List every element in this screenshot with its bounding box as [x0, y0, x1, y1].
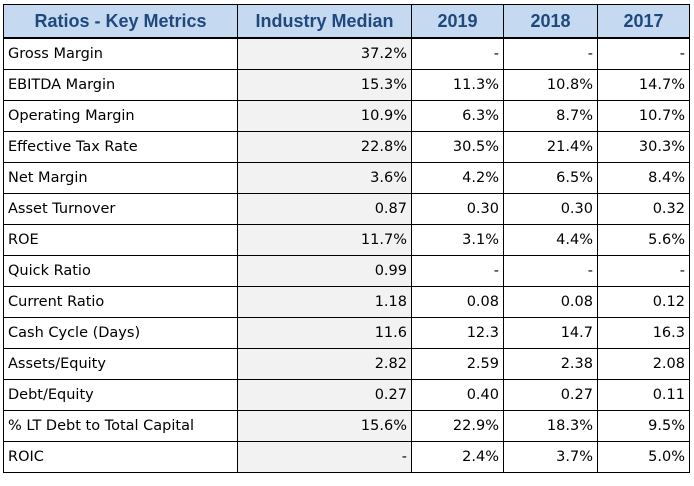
metric-cell: EBITDA Margin [3, 69, 238, 101]
value-2018-cell: 10.8% [503, 69, 598, 101]
value-2017-cell: 30.3% [597, 131, 690, 163]
metric-cell: Operating Margin [3, 100, 238, 132]
value-2017-cell: 10.7% [597, 100, 690, 132]
value-2019-cell: 12.3 [411, 317, 504, 349]
value-2019-cell: 22.9% [411, 410, 504, 442]
value-2019-cell: 6.3% [411, 100, 504, 132]
industry-median-cell: 11.7% [237, 224, 412, 256]
value-2018-cell: 0.27 [503, 379, 598, 411]
value-2017-cell: - [597, 37, 690, 70]
table-row: % LT Debt to Total Capital 15.6% 22.9% 18.3… [3, 410, 690, 442]
table-row: Operating Margin 10.9% 6.3% 8.7% 10.7% [3, 100, 690, 132]
value-2019-cell: - [411, 37, 504, 70]
industry-median-cell: 15.6% [237, 410, 412, 442]
header-2018: 2018 [503, 4, 598, 39]
header-2017: 2017 [597, 4, 690, 39]
metric-cell: ROIC [3, 441, 238, 473]
value-2018-cell: 0.08 [503, 286, 598, 318]
table-row: Assets/Equity 2.82 2.59 2.38 2.08 [3, 348, 690, 380]
value-2019-cell: 0.30 [411, 193, 504, 225]
industry-median-cell: 10.9% [237, 100, 412, 132]
industry-median-cell: 0.87 [237, 193, 412, 225]
value-2019-cell: 4.2% [411, 162, 504, 194]
value-2019-cell: 30.5% [411, 131, 504, 163]
value-2018-cell: - [503, 37, 598, 70]
value-2019-cell: 11.3% [411, 69, 504, 101]
table-row: Debt/Equity 0.27 0.40 0.27 0.11 [3, 379, 690, 411]
industry-median-cell: 0.27 [237, 379, 412, 411]
value-2018-cell: 3.7% [503, 441, 598, 473]
industry-median-cell: 22.8% [237, 131, 412, 163]
metric-cell: Quick Ratio [3, 255, 238, 287]
industry-median-cell: 2.82 [237, 348, 412, 380]
value-2019-cell: 2.4% [411, 441, 504, 473]
value-2019-cell: 2.59 [411, 348, 504, 380]
metric-cell: Debt/Equity [3, 379, 238, 411]
value-2017-cell: 9.5% [597, 410, 690, 442]
value-2017-cell: 5.6% [597, 224, 690, 256]
header-2019: 2019 [411, 4, 504, 39]
metric-cell: % LT Debt to Total Capital [3, 410, 238, 442]
value-2017-cell: 2.08 [597, 348, 690, 380]
value-2018-cell: 2.38 [503, 348, 598, 380]
metric-cell: ROE [3, 224, 238, 256]
metric-cell: Current Ratio [3, 286, 238, 318]
value-2017-cell: 5.0% [597, 441, 690, 473]
key-metrics-table: Ratios - Key Metrics Industry Median 201… [3, 4, 690, 473]
table-row: Quick Ratio 0.99- - - [3, 255, 690, 287]
table-row: Net Margin 3.6% 4.2% 6.5% 8.4% [3, 162, 690, 194]
value-2018-cell: 14.7 [503, 317, 598, 349]
header-row: Ratios - Key Metrics Industry Median 201… [3, 4, 690, 39]
table-row: Current Ratio 1.18 0.08 0.08 0.12 [3, 286, 690, 318]
value-2018-cell: 0.30 [503, 193, 598, 225]
value-2019-cell: 3.1% [411, 224, 504, 256]
value-2017-cell: 0.12 [597, 286, 690, 318]
value-2018-cell: - [503, 255, 598, 287]
table-row: Gross Margin 37.2% - - - [3, 37, 690, 70]
metric-cell: Net Margin [3, 162, 238, 194]
metric-cell: Effective Tax Rate [3, 131, 238, 163]
value-2017-cell: 0.32 [597, 193, 690, 225]
value-2017-cell: 8.4% [597, 162, 690, 194]
metric-cell: Asset Turnover [3, 193, 238, 225]
industry-median-cell: 3.6% [237, 162, 412, 194]
metric-cell: Cash Cycle (Days) [3, 317, 238, 349]
value-2018-cell: 8.7% [503, 100, 598, 132]
value-2017-cell: - [597, 255, 690, 287]
table-row: ROE 11.7% 3.1% 4.4% 5.6% [3, 224, 690, 256]
industry-median-cell: 1.18 [237, 286, 412, 318]
value-2019-cell: 0.08 [411, 286, 504, 318]
industry-median-cell: 15.3% [237, 69, 412, 101]
industry-median-cell: 0.99 [237, 255, 412, 287]
value-2017-cell: 16.3 [597, 317, 690, 349]
value-2018-cell: 18.3% [503, 410, 598, 442]
metric-cell: Gross Margin [3, 37, 238, 70]
value-2017-cell: 14.7% [597, 69, 690, 101]
value-2019-cell: - [411, 255, 504, 287]
header-metric: Ratios - Key Metrics [3, 4, 238, 39]
table-row: EBITDA Margin 15.3% 11.3% 10.8% 14.7% [3, 69, 690, 101]
value-2017-cell: 0.11 [597, 379, 690, 411]
value-2018-cell: 21.4% [503, 131, 598, 163]
metric-cell: Assets/Equity [3, 348, 238, 380]
table-body: Gross Margin 37.2% - - - EBITDA Margin 15.3% 11… [3, 37, 690, 473]
table-row: Cash Cycle (Days) 11.6 12.3 14.7 16.3 [3, 317, 690, 349]
header-industry-median: Industry Median [237, 4, 412, 39]
value-2018-cell: 4.4% [503, 224, 598, 256]
table-row: ROIC -2.4% 3.7% 5.0% [3, 441, 690, 473]
table-row: Asset Turnover 0.87 0.30 0.30 0.32 [3, 193, 690, 225]
table-row: Effective Tax Rate 22.8% 30.5% 21.4% 30.3% [3, 131, 690, 163]
industry-median-cell: 37.2% [237, 37, 412, 70]
value-2019-cell: 0.40 [411, 379, 504, 411]
value-2018-cell: 6.5% [503, 162, 598, 194]
industry-median-cell: 11.6 [237, 317, 412, 349]
industry-median-cell: - [237, 441, 412, 473]
key-metrics-table-wrap: Ratios - Key Metrics Industry Median 201… [3, 4, 690, 473]
